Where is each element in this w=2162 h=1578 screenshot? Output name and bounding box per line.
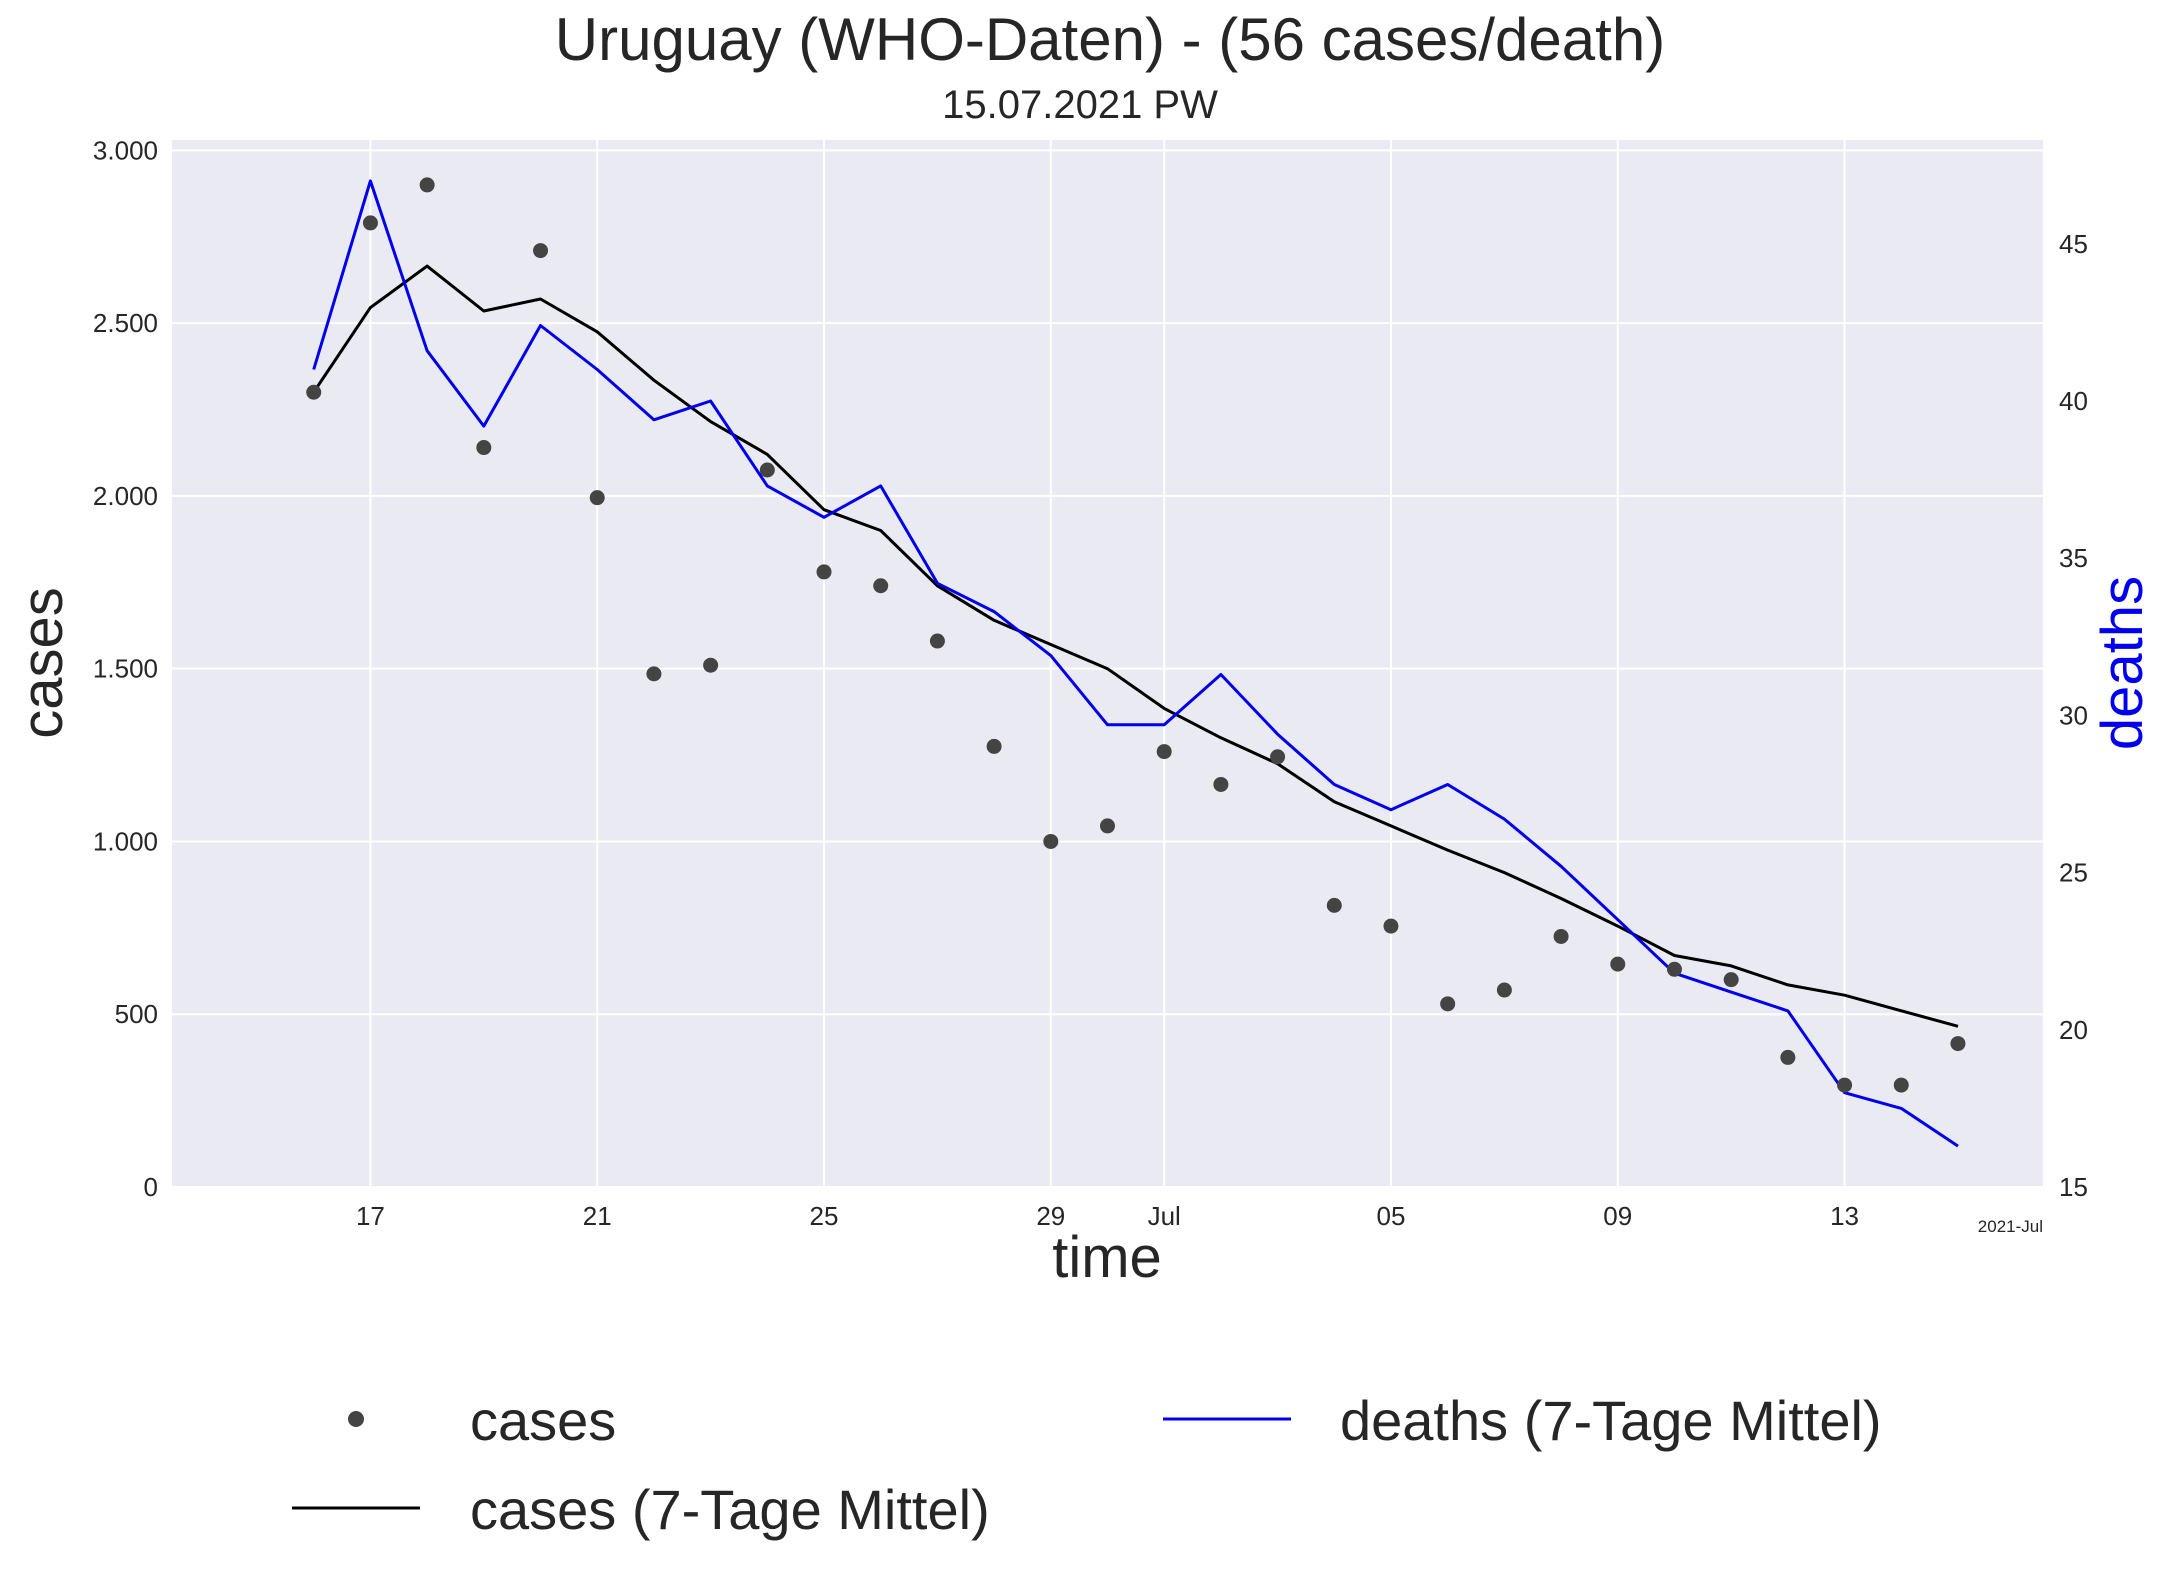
y-tick-label-left: 500 (115, 999, 158, 1029)
data-point (703, 657, 719, 673)
y-axis-label-left: cases (10, 587, 75, 739)
x-offset-label: 2021-Jul (1978, 1217, 2043, 1236)
data-point (1723, 972, 1739, 988)
data-point (1893, 1077, 1909, 1093)
y-tick-label-left: 2.500 (93, 308, 158, 338)
x-tick-label: 13 (1830, 1201, 1859, 1231)
chart-subtitle: 15.07.2021 PW (942, 83, 1218, 127)
data-point (1950, 1036, 1966, 1052)
deaths-7day-line (312, 179, 1959, 1148)
data-point (1610, 956, 1626, 972)
y-tick-label-right: 25 (2059, 858, 2088, 888)
x-tick-label: 29 (1036, 1201, 1065, 1231)
y-tick-label-left: 1.000 (93, 826, 158, 856)
data-point (1837, 1077, 1853, 1093)
y-axis-label-right: deaths (2090, 576, 2155, 750)
data-point (929, 633, 945, 649)
y-tick-label-right: 35 (2059, 543, 2088, 573)
data-point (1666, 961, 1682, 977)
cases-7day-line (312, 264, 1959, 1028)
data-point (759, 462, 775, 478)
y-tick-label-right: 20 (2059, 1015, 2088, 1045)
data-point (419, 177, 435, 193)
series-cases-points (306, 177, 1966, 1093)
legend-label-cases-avg: cases (7-Tage Mittel) (470, 1478, 990, 1541)
y-tick-label-left: 3.000 (93, 135, 158, 165)
legend: cases cases (7-Tage Mittel) deaths (7-Ta… (292, 1389, 1882, 1541)
data-point (1213, 776, 1229, 792)
legend-item-cases-avg: cases (7-Tage Mittel) (292, 1478, 990, 1541)
data-point (1100, 818, 1115, 834)
data-point (1780, 1049, 1796, 1065)
data-point (1496, 982, 1512, 998)
data-point (362, 215, 378, 231)
data-point (1326, 897, 1342, 913)
data-point (1270, 749, 1286, 765)
legend-label-cases: cases (470, 1389, 616, 1452)
right-axis-ticks: 15 20 25 30 35 40 45 (2059, 229, 2088, 1202)
data-point (1156, 744, 1172, 760)
x-tick-label: 05 (1377, 1201, 1406, 1231)
y-tick-label-right: 15 (2059, 1172, 2088, 1202)
left-axis-ticks: 0 500 1.000 1.500 2.000 2.500 3.000 (93, 135, 158, 1202)
chart-title: Uruguay (WHO-Daten) - (56 cases/death) (555, 6, 1665, 73)
series-layer (306, 177, 1966, 1148)
data-point (589, 490, 605, 506)
y-tick-label-right: 45 (2059, 229, 2088, 259)
x-axis-label: time (1052, 1225, 1162, 1290)
x-tick-label: 25 (810, 1201, 839, 1231)
y-tick-label-right: 30 (2059, 700, 2088, 730)
x-tick-label: Jul (1148, 1201, 1181, 1231)
y-tick-label-right: 40 (2059, 386, 2088, 416)
legend-label-deaths-avg: deaths (7-Tage Mittel) (1340, 1389, 1882, 1452)
data-point (476, 440, 492, 456)
x-tick-label: 09 (1603, 1201, 1632, 1231)
y-tick-label-left: 2.000 (93, 481, 158, 511)
x-tick-label: 21 (583, 1201, 612, 1231)
y-tick-label-left: 1.500 (93, 654, 158, 684)
data-point (646, 666, 662, 682)
plot-area (172, 140, 2043, 1187)
data-point (1553, 928, 1569, 944)
data-point (873, 578, 889, 594)
legend-item-cases: cases (348, 1389, 616, 1452)
y-tick-label-left: 0 (144, 1172, 158, 1202)
data-point (1043, 833, 1059, 849)
data-point (986, 738, 1002, 754)
data-point (816, 564, 832, 580)
data-point (1383, 918, 1399, 934)
x-axis-ticks: 17 21 25 29 Jul 05 09 13 (356, 1201, 1859, 1231)
data-point (306, 384, 322, 400)
x-tick-label: 17 (356, 1201, 385, 1231)
grid-lines (172, 140, 2043, 1188)
legend-marker-cases (348, 1411, 364, 1427)
legend-item-deaths-avg: deaths (7-Tage Mittel) (1163, 1389, 1882, 1452)
data-point (533, 243, 549, 259)
data-point (1440, 996, 1456, 1012)
